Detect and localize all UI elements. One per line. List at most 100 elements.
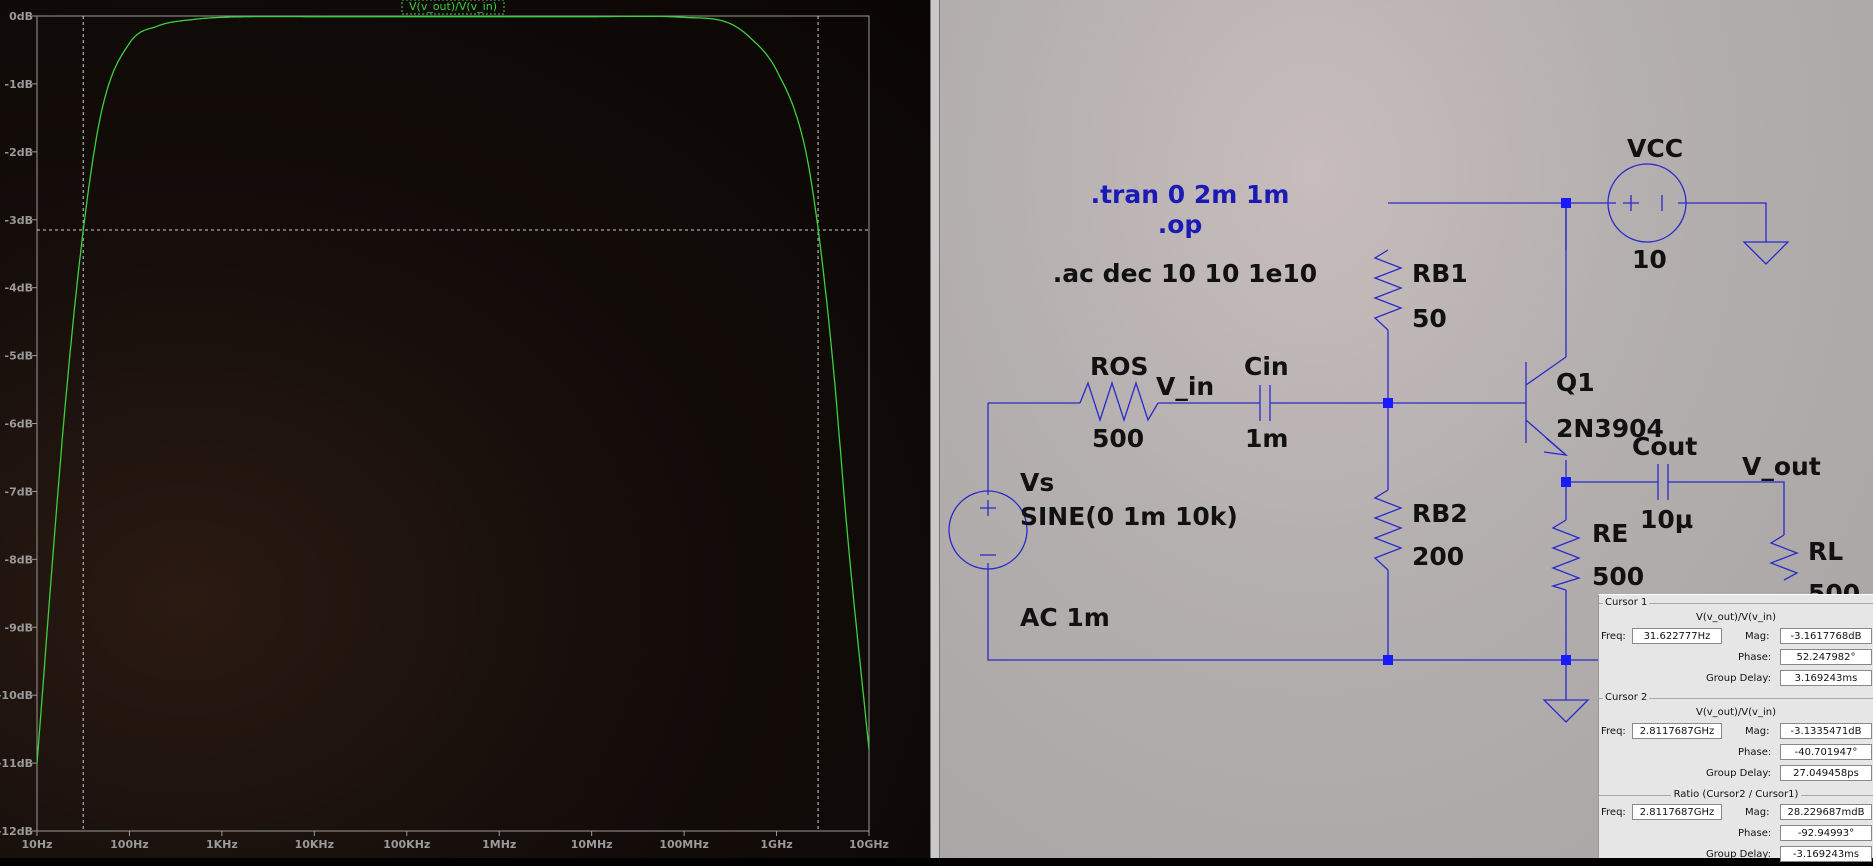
- cursor2-group-delay-label: Group Delay:: [1706, 768, 1771, 779]
- plot-frame: [36, 15, 870, 832]
- junction-dot: [1561, 477, 1571, 487]
- vcc-plus-icon: [1623, 195, 1663, 211]
- x-tick-label: 10Hz: [22, 838, 53, 851]
- ratio-title: Ratio (Cursor2 / Cursor1): [1599, 789, 1873, 800]
- cout-value[interactable]: 10µ: [1640, 505, 1693, 534]
- trace-title[interactable]: V(v_out)/V(v_in): [409, 0, 497, 13]
- rb1-value[interactable]: 50: [1412, 304, 1447, 333]
- re-value[interactable]: 500: [1592, 562, 1644, 591]
- schematic-canvas[interactable]: .tran 0 2m 1m .op .ac dec 10 10 1e10 VCC…: [940, 0, 1873, 858]
- cursor2-title: Cursor 2: [1603, 692, 1650, 703]
- rb2-name[interactable]: RB2: [1412, 499, 1468, 528]
- y-tick-label: -7dB: [5, 485, 33, 498]
- q1-name[interactable]: Q1: [1556, 368, 1595, 397]
- wire[interactable]: [1668, 481, 1785, 535]
- schematic-editor[interactable]: .tran 0 2m 1m .op .ac dec 10 10 1e10 VCC…: [940, 0, 1873, 858]
- rb2-value[interactable]: 200: [1412, 542, 1464, 571]
- rb2-resistor[interactable]: [1373, 489, 1403, 571]
- rb1-resistor[interactable]: [1373, 249, 1403, 331]
- y-tick-label: -12dB: [0, 825, 33, 838]
- ratio-mag-value: 28.229687mdB: [1780, 804, 1872, 820]
- trace-title-box[interactable]: [401, 0, 505, 15]
- re-resistor[interactable]: [1550, 519, 1581, 591]
- vs-value[interactable]: SINE(0 1m 10k): [1020, 502, 1238, 531]
- ratio-group-delay-value: -3.169243ms: [1780, 846, 1872, 862]
- trace-line[interactable]: [36, 15, 870, 764]
- cursor1-freq-field[interactable]: 31.622777Hz: [1632, 628, 1722, 644]
- y-tick-label: -3dB: [5, 214, 33, 227]
- wire[interactable]: [1678, 202, 1767, 242]
- cursor-readout-panel[interactable]: Cursor 1 V(v_out)/V(v_in) Freq: 31.62277…: [1598, 594, 1873, 862]
- ac-directive[interactable]: .ac dec 10 10 1e10: [1053, 259, 1317, 288]
- q1-value[interactable]: 2N3904: [1556, 414, 1664, 443]
- ros-value[interactable]: 500: [1092, 424, 1144, 453]
- cout-capacitor[interactable]: [1657, 464, 1669, 500]
- vs-source[interactable]: [948, 490, 1028, 570]
- ratio-mag-label: Mag:: [1745, 807, 1770, 818]
- y-tick-label: -4dB: [5, 282, 33, 295]
- vcc-value[interactable]: 10: [1632, 245, 1667, 274]
- cursor1-group-delay-value: 3.169243ms: [1780, 670, 1872, 686]
- vs-name[interactable]: Vs: [1020, 468, 1054, 497]
- x-tick-label: 1KHz: [206, 838, 238, 851]
- wire[interactable]: [987, 563, 1566, 661]
- q1-transistor[interactable]: [1510, 356, 1567, 456]
- cursor1-mag-label: Mag:: [1745, 631, 1770, 642]
- bode-plot[interactable]: 0dB -1dB -2dB -3dB -4dB -5dB -6dB -7dB -8dB -9dB -…: [0, 0, 930, 858]
- rb1-name[interactable]: RB1: [1412, 259, 1468, 288]
- x-tick-label: 100Hz: [110, 838, 149, 851]
- x-tick-label: 100MHz: [659, 838, 709, 851]
- cursor1-group-delay-label: Group Delay:: [1706, 673, 1771, 684]
- ratio-freq-label: Freq:: [1601, 807, 1626, 818]
- x-tick-label: 100KHz: [383, 838, 430, 851]
- ros-name[interactable]: ROS: [1090, 352, 1149, 381]
- vcc-name[interactable]: VCC: [1627, 134, 1683, 163]
- cin-value[interactable]: 1m: [1245, 424, 1288, 453]
- x-tick-label: 1GHz: [760, 838, 792, 851]
- x-tick-label: 10KHz: [295, 838, 334, 851]
- x-tick-label: 10MHz: [571, 838, 613, 851]
- ratio-group-delay-label: Group Delay:: [1706, 849, 1771, 860]
- cursor2-group-delay-value: 27.049458ps: [1780, 765, 1872, 781]
- cursor2-group: Cursor 2 V(v_out)/V(v_in) Freq: 2.811768…: [1599, 692, 1873, 787]
- cursor1-title: Cursor 1: [1603, 597, 1650, 608]
- y-tick-label: -10dB: [0, 689, 33, 702]
- v-out-net-label[interactable]: V_out: [1742, 452, 1821, 481]
- op-directive[interactable]: .op: [1158, 210, 1203, 239]
- rl-resistor[interactable]: [1769, 534, 1799, 581]
- cursor2-freq-field[interactable]: 2.8117687GHz: [1632, 723, 1722, 739]
- ratio-freq-field: 2.8117687GHz: [1632, 804, 1722, 820]
- vs-ac-value[interactable]: AC 1m: [1020, 603, 1110, 632]
- re-name[interactable]: RE: [1592, 519, 1628, 548]
- y-tick-label: -9dB: [5, 621, 33, 634]
- x-tick-label: 1MHz: [482, 838, 516, 851]
- tran-directive[interactable]: .tran 0 2m 1m: [1091, 180, 1290, 209]
- y-tick-label: -8dB: [5, 553, 33, 566]
- junction-dot: [1383, 398, 1393, 408]
- cursor1-group: Cursor 1 V(v_out)/V(v_in) Freq: 31.62277…: [1599, 597, 1873, 692]
- cout-name[interactable]: Cout: [1632, 432, 1697, 461]
- ros-resistor[interactable]: [1079, 380, 1159, 423]
- junction-dot: [1561, 198, 1571, 208]
- y-tick-label: -2dB: [5, 146, 33, 159]
- wire[interactable]: [1388, 202, 1567, 250]
- ratio-phase-label: Phase:: [1738, 828, 1772, 839]
- cursor1-phase-label: Phase:: [1738, 652, 1772, 663]
- cursor1-freq-label: Freq:: [1601, 631, 1626, 642]
- q1-emitter-arrow: [1543, 437, 1569, 456]
- waveform-viewer[interactable]: 0dB -1dB -2dB -3dB -4dB -5dB -6dB -7dB -8dB -9dB -…: [0, 0, 930, 858]
- rl-name[interactable]: RL: [1808, 537, 1843, 566]
- cursor1-phase-value: 52.247982°: [1780, 649, 1872, 665]
- cin-capacitor[interactable]: [1259, 385, 1271, 421]
- cursor2-mag-value: -3.1335471dB: [1780, 723, 1872, 739]
- cursor1-mag-value: -3.1617768dB: [1780, 628, 1872, 644]
- cursor2-freq-label: Freq:: [1601, 726, 1626, 737]
- vcc-source[interactable]: [1607, 163, 1687, 243]
- cin-name[interactable]: Cin: [1244, 352, 1289, 381]
- cursor2-phase-label: Phase:: [1738, 747, 1772, 758]
- ratio-phase-value: -92.94993°: [1780, 825, 1872, 841]
- ground-icon: [1742, 241, 1790, 265]
- pane-splitter[interactable]: [930, 0, 940, 858]
- v-in-net-label[interactable]: V_in: [1156, 372, 1214, 401]
- junction-dot: [1561, 655, 1571, 665]
